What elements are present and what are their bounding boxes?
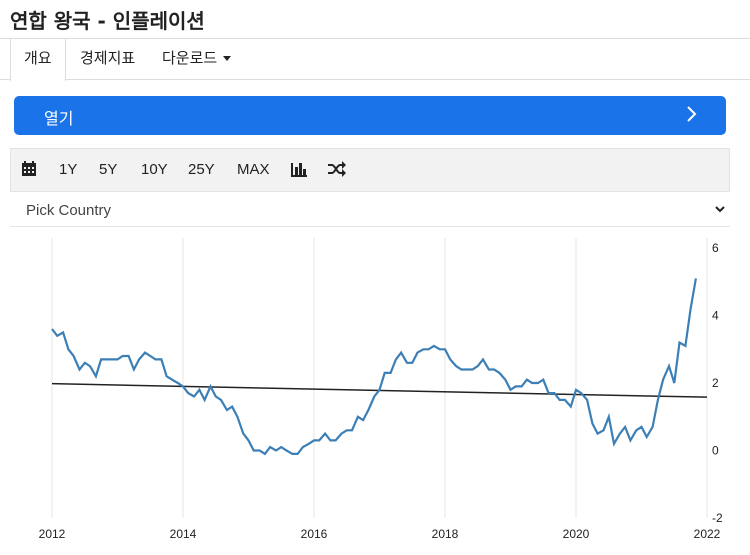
tab-download-label: 다운로드 [162, 49, 218, 67]
range-1y-button[interactable]: 1Y [59, 161, 78, 178]
range-25y-button[interactable]: 25Y [188, 161, 215, 178]
tab-bar: 개요 경제지표 다운로드 [0, 38, 750, 81]
x-tick-label-2: 2016 [301, 527, 328, 541]
x-axis-labels: 2012 2014 2016 2018 2020 2022 [39, 527, 721, 541]
bar-chart-icon[interactable] [291, 161, 307, 181]
y-tick-label-3: 4 [712, 309, 719, 323]
chevron-down-icon [714, 202, 726, 220]
inflation-series-line [51, 278, 697, 456]
tab-overview[interactable]: 개요 [10, 39, 66, 81]
country-select[interactable]: Pick Country [10, 193, 730, 227]
tab-overview-label: 개요 [24, 49, 52, 67]
inflation-chart: 2012 2014 2016 2018 2020 2022 -2 0 2 4 6 [39, 238, 723, 541]
x-tick-label-5: 2022 [694, 527, 721, 541]
tab-indicators-label: 경제지표 [80, 49, 136, 67]
tab-indicators[interactable]: 경제지표 [80, 39, 135, 80]
range-5y-button[interactable]: 5Y [99, 161, 118, 178]
y-tick-label-0: -2 [712, 511, 723, 525]
shuffle-icon[interactable] [328, 161, 346, 181]
range-10y-button[interactable]: 10Y [141, 161, 168, 178]
open-button[interactable]: 열기 [14, 96, 726, 135]
open-button-label: 열기 [44, 109, 74, 128]
caret-down-icon [223, 56, 232, 61]
x-tick-label-4: 2020 [563, 527, 590, 541]
y-tick-label-4: 6 [712, 241, 719, 255]
chart-grid [51, 238, 708, 518]
range-max-button[interactable]: MAX [237, 161, 270, 178]
x-tick-label-3: 2018 [432, 527, 459, 541]
y-tick-label-1: 0 [712, 444, 719, 458]
chart-toolbar: 1Y 5Y 10Y 25Y MAX [10, 148, 730, 192]
x-tick-label-0: 2012 [39, 527, 66, 541]
y-tick-label-2: 2 [712, 376, 719, 390]
y-axis-labels: -2 0 2 4 6 [712, 241, 723, 525]
x-tick-label-1: 2014 [170, 527, 197, 541]
tab-download[interactable]: 다운로드 [162, 39, 232, 80]
country-select-value: Pick Country [26, 202, 112, 219]
title-bar: 연합 왕국 - 인플레이션 [0, 0, 750, 38]
chevron-right-icon [686, 104, 698, 130]
page-title: 연합 왕국 - 인플레이션 [10, 9, 205, 33]
calendar-icon[interactable] [21, 161, 37, 181]
